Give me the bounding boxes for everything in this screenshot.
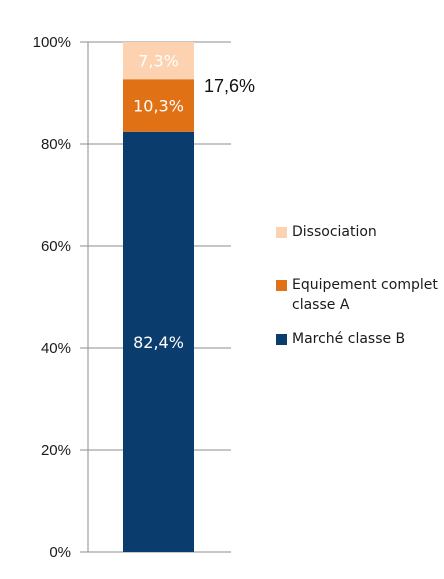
legend-swatch-marche <box>276 334 287 345</box>
legend-label-dissociation: Dissociation <box>292 224 377 240</box>
legend-swatch-equipement <box>276 280 287 291</box>
bar-segment-dissociation <box>123 42 194 80</box>
y-tick-label-40: 40% <box>41 340 71 357</box>
data-label-marche: 82,4% <box>133 333 184 352</box>
legend-label-marche: Marché classe B <box>292 331 406 347</box>
data-label-equipement: 10,3% <box>133 96 184 115</box>
y-tick-label-100: 100% <box>33 34 71 51</box>
bar-segment-marche <box>123 131 194 552</box>
legend-swatch-dissociation <box>276 227 287 238</box>
annotation-label: 17,6% <box>204 76 255 96</box>
y-tick-label-20: 20% <box>41 442 71 459</box>
data-label-dissociation: 7,3% <box>138 52 179 71</box>
legend-label-equipement: Equipement complet classe A <box>292 277 438 313</box>
y-tick-label-80: 80% <box>41 136 71 153</box>
bar-segment-equipement <box>123 79 194 132</box>
y-tick-label-0: 0% <box>49 544 71 561</box>
y-tick-label-60: 60% <box>41 238 71 255</box>
